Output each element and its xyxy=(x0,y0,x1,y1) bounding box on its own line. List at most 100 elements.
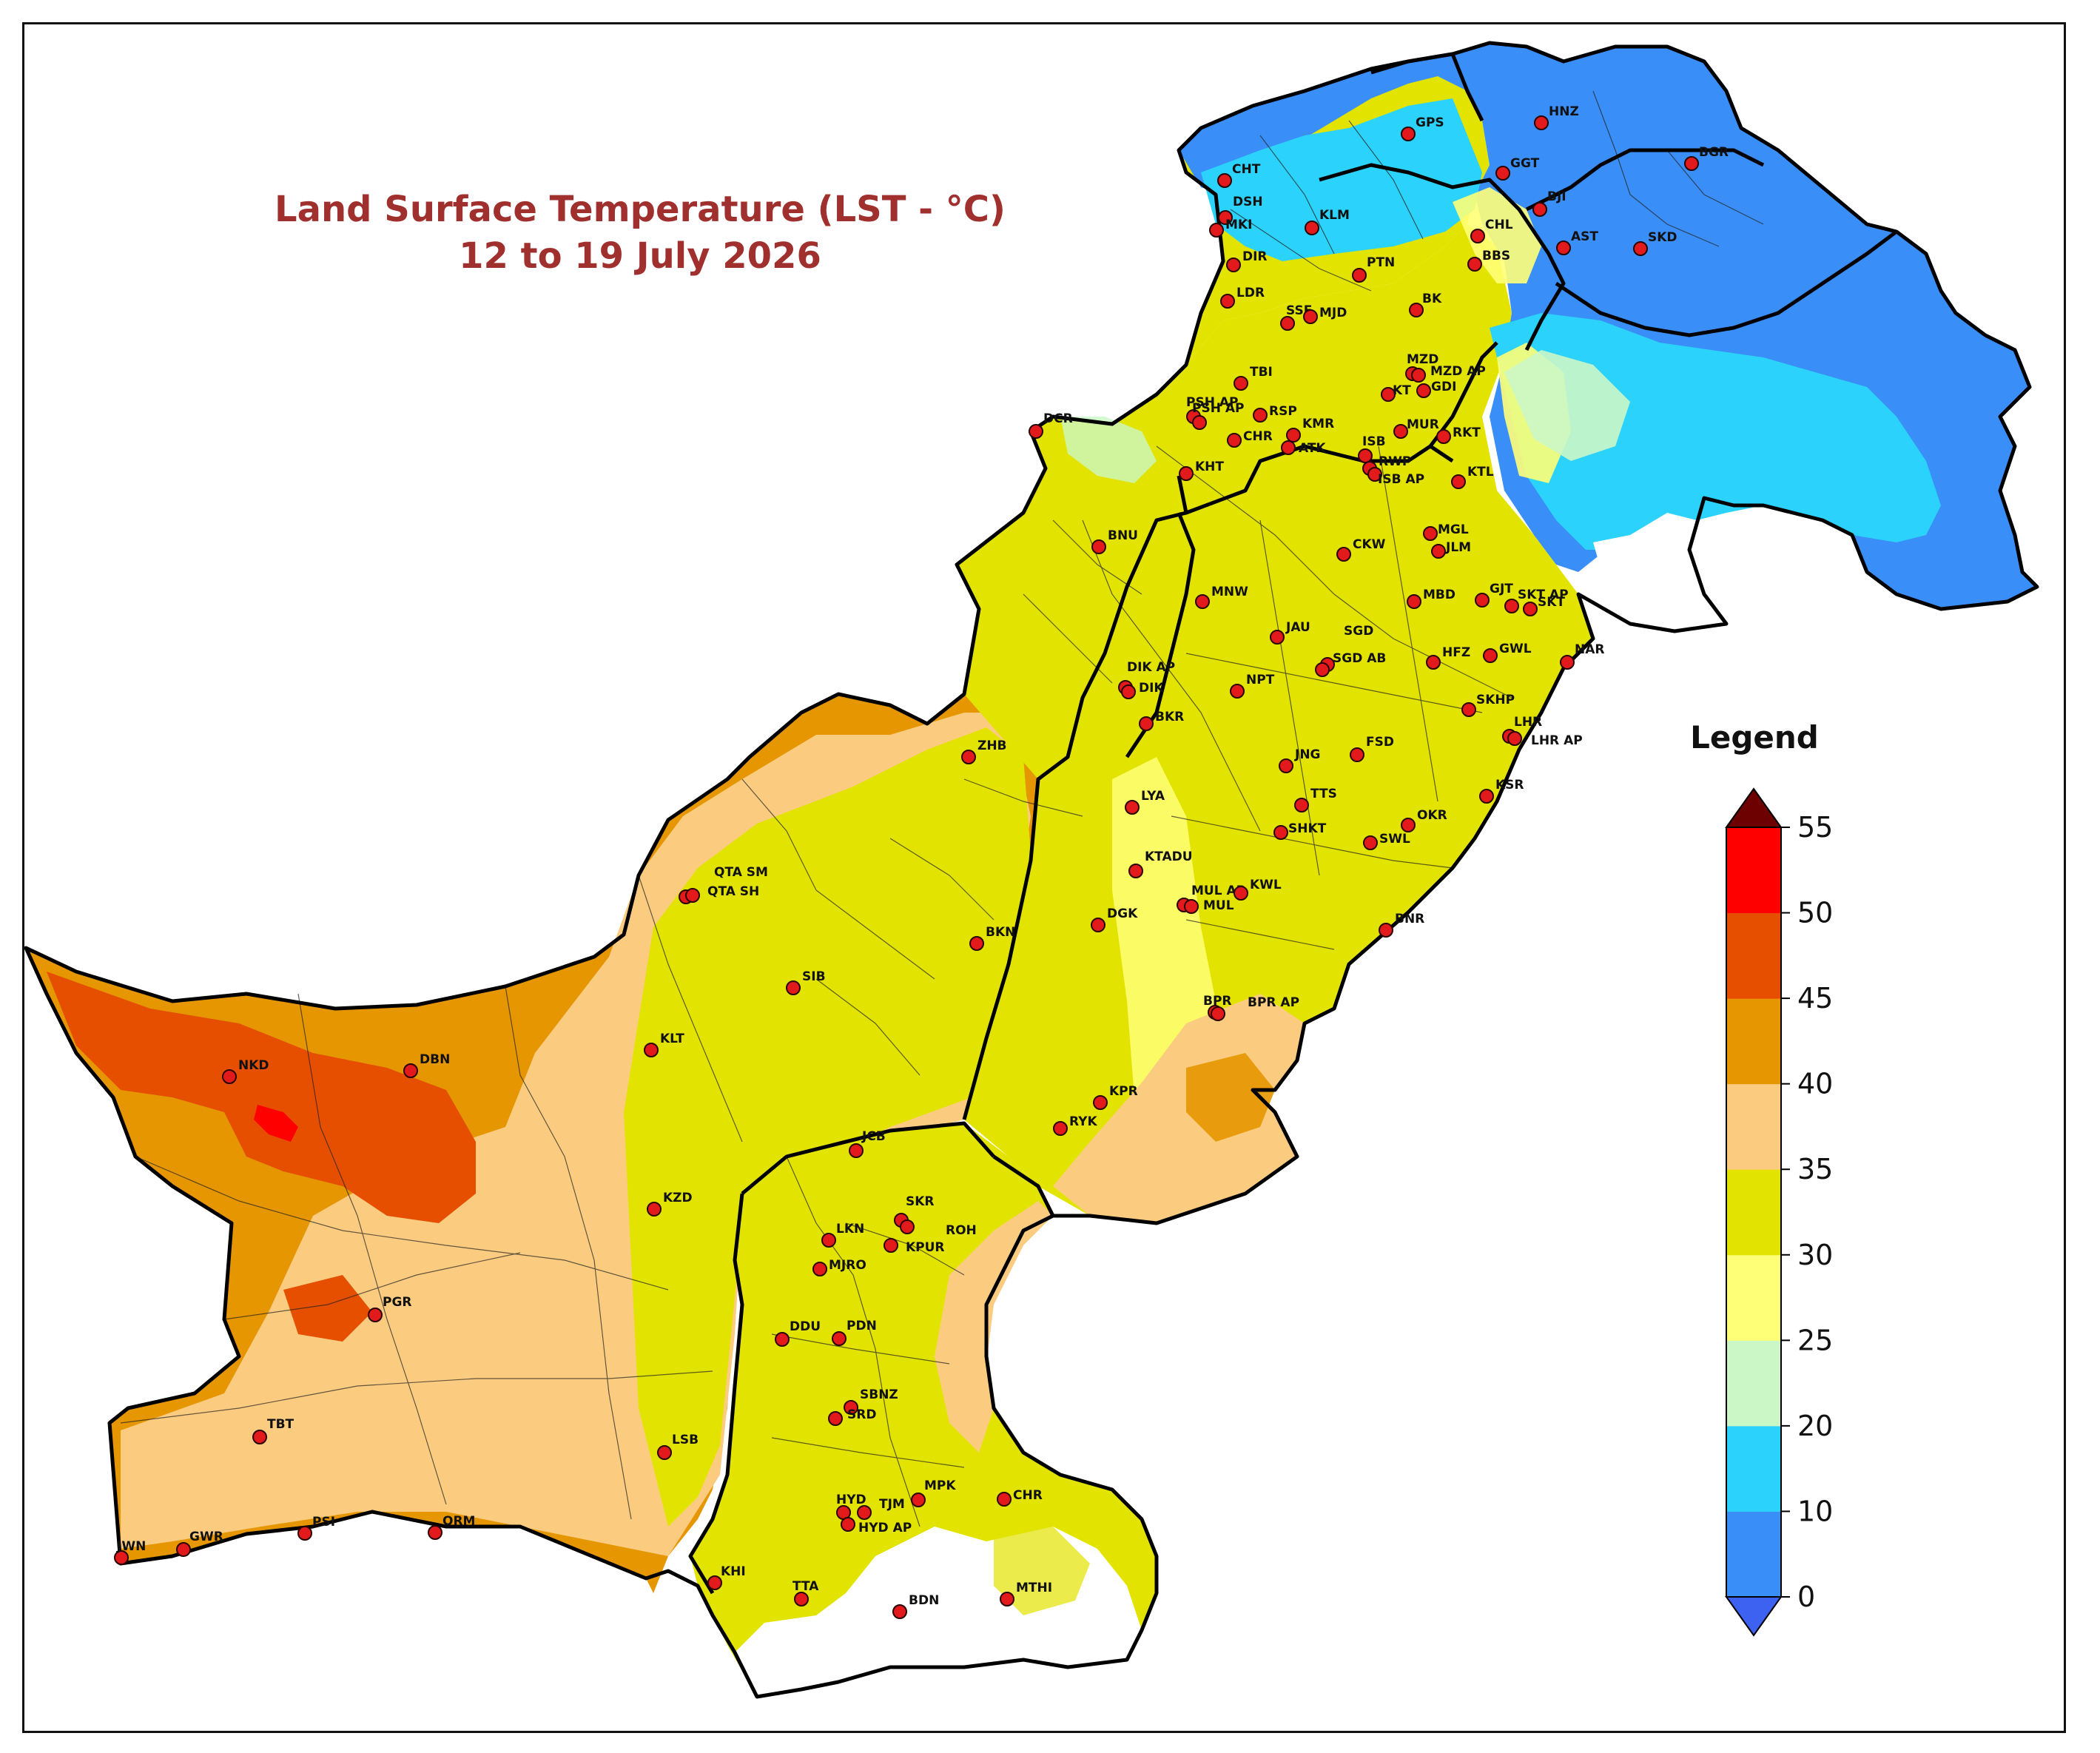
colorbar-tick-label: 30 xyxy=(1797,1239,1833,1271)
station-label: BDN xyxy=(909,1593,939,1608)
station-marker xyxy=(1128,864,1143,878)
colorbar-tick-label: 50 xyxy=(1797,897,1833,929)
station-nar: NAR xyxy=(1560,642,1604,670)
colorbar: 0 10 20 25 30 35 40 45 50 55 xyxy=(1725,787,1833,1637)
station-mki: MKI xyxy=(1209,218,1252,238)
station-hnz: HNZ xyxy=(1534,104,1579,130)
station-mzd-ap: MZD AP xyxy=(1411,364,1486,383)
station-marker xyxy=(775,1332,790,1347)
station-label: BNR xyxy=(1395,912,1424,926)
station-sbnz: SBNZ xyxy=(844,1387,898,1415)
station-marker xyxy=(1230,684,1245,699)
station-marker xyxy=(892,1604,907,1619)
station-marker xyxy=(1381,387,1396,402)
station-label: CKW xyxy=(1353,537,1386,552)
station-label: MBD xyxy=(1423,588,1455,602)
station-marker xyxy=(222,1069,237,1084)
station-marker xyxy=(1411,368,1426,383)
station-label: ZHB xyxy=(977,738,1007,753)
station-marker xyxy=(1093,1095,1108,1110)
station-marker xyxy=(786,980,801,995)
station-klt: KLT xyxy=(644,1032,684,1057)
station-marker xyxy=(1121,684,1136,699)
station-ryk: RYK xyxy=(1053,1114,1097,1136)
station-label: BKN xyxy=(986,925,1015,940)
station-marker xyxy=(1470,229,1485,243)
station-marker xyxy=(1401,127,1416,141)
region-chagai-max xyxy=(254,1105,298,1142)
station-label: BNU xyxy=(1108,528,1138,543)
station-dbn: DBN xyxy=(403,1052,450,1078)
station-swl: SWL xyxy=(1363,832,1410,850)
station-label: JLM xyxy=(1445,540,1471,555)
station-label: ISB xyxy=(1362,434,1386,449)
station-label: PTN xyxy=(1367,255,1395,270)
station-marker xyxy=(1234,376,1248,391)
station-marker xyxy=(1179,466,1194,481)
station-marker xyxy=(1436,429,1451,444)
station-label: MTHI xyxy=(1016,1581,1052,1595)
station-gwr: GWR xyxy=(176,1530,223,1557)
station-marker xyxy=(685,888,700,903)
station-marker xyxy=(1401,818,1416,832)
station-dsh: DSH xyxy=(1218,195,1263,225)
station-label: LYA xyxy=(1141,789,1165,804)
station-npt: NPT xyxy=(1230,673,1275,699)
station-marker xyxy=(1504,599,1519,613)
station-bbs: BBS xyxy=(1467,249,1510,272)
station-label: KPR xyxy=(1109,1084,1138,1099)
station-marker xyxy=(1532,202,1547,217)
station-label: NKD xyxy=(238,1058,269,1073)
colorbar-bin xyxy=(1726,1340,1781,1427)
station-ggt: GGT xyxy=(1495,156,1540,181)
colorbar-under-arrow xyxy=(1725,1596,1783,1637)
station-kwl: KWL xyxy=(1234,878,1282,901)
station-label: SWL xyxy=(1379,832,1410,847)
station-hfz: HFZ xyxy=(1426,645,1470,670)
station-sgd: SGD xyxy=(1320,624,1373,672)
station-label: BKR xyxy=(1155,710,1184,724)
station-marker xyxy=(1409,303,1424,317)
station-marker xyxy=(1534,115,1549,130)
station-psh-ap: PSH AP xyxy=(1192,401,1244,430)
station-label: GPS xyxy=(1416,115,1444,130)
station-tjm: TJM xyxy=(857,1497,905,1520)
station-label: JAU xyxy=(1285,620,1310,635)
legend-title: Legend xyxy=(1690,719,1819,756)
station-label: MZD xyxy=(1407,352,1438,367)
district-boundaries xyxy=(120,90,1764,1527)
map-title-line1: Land Surface Temperature (LST - °C) xyxy=(275,189,1006,230)
colorbar-tick-label: 40 xyxy=(1797,1068,1833,1100)
station-label: TBT xyxy=(267,1417,295,1432)
station-marker xyxy=(1350,747,1364,762)
station-marker xyxy=(368,1308,383,1322)
station-marker xyxy=(812,1262,827,1276)
station-skhp: SKHP xyxy=(1461,693,1515,717)
station-marker xyxy=(1556,240,1571,255)
station-marker xyxy=(647,1202,662,1217)
station-marker xyxy=(997,1492,1012,1507)
station-label: QTA SH xyxy=(707,884,759,899)
station-label: NPT xyxy=(1246,673,1275,687)
station-gps: GPS xyxy=(1401,115,1444,141)
station-label: DSH xyxy=(1233,195,1263,209)
region-kashmir-nodata xyxy=(1593,513,1726,631)
station-label: PGR xyxy=(383,1295,412,1310)
legend: Legend 0 10 20 25 30 35 40 45 50 55 xyxy=(1690,719,1833,1637)
station-bkr: BKR xyxy=(1139,710,1184,731)
station-marker xyxy=(1461,702,1476,717)
station-label: PSH AP xyxy=(1186,395,1238,410)
station-atk: ATK xyxy=(1281,440,1326,456)
station-nkd: NKD xyxy=(222,1058,269,1084)
station-bkn: BKN xyxy=(969,925,1015,951)
station-hyd-ap: HYD AP xyxy=(841,1517,912,1535)
station-marker xyxy=(1303,309,1318,324)
station-label: QTA SM xyxy=(714,865,768,880)
station-fsd: FSD xyxy=(1350,735,1394,762)
station-label: DIR xyxy=(1242,249,1268,264)
station-marker xyxy=(707,1575,722,1590)
station-mthi: MTHI xyxy=(1000,1581,1052,1606)
station-marker xyxy=(832,1331,847,1346)
station-tbt: TBT xyxy=(252,1417,295,1444)
colorbar-bin xyxy=(1726,1254,1781,1341)
